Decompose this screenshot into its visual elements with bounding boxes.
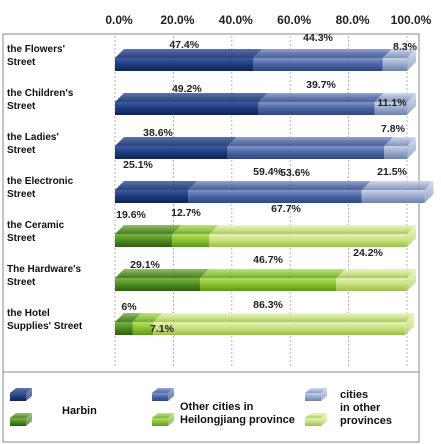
bar-segment-6-2 [153,313,415,335]
bar-segment-5-1 [199,269,346,291]
bar-segment-1-2 [374,93,416,115]
value-label: 25.1% [123,159,153,171]
bar-segment-3-0 [115,181,198,203]
value-label: 67.7% [271,203,301,215]
bar-segment-1-0 [115,93,268,115]
legend-label: Heilongjiang province [180,414,295,426]
bar-segment-0-1 [253,49,392,71]
bar-segment-0-2 [382,49,416,71]
value-label: 7.8% [381,123,406,135]
value-label: 12.7% [171,207,201,219]
legend-label: provinces [340,415,392,427]
legend-swatch [305,413,327,426]
category-label: Street [7,101,36,112]
bar-segment-4-1 [172,225,219,247]
x-tick-label: 20.0% [160,13,194,27]
bar-segment-6-1 [132,313,163,335]
bar-segment-2-2 [384,137,416,159]
value-label: 38.6% [143,127,173,139]
value-label: 29.1% [130,259,160,271]
value-label: 7.1% [150,323,175,335]
bar-segment-1-1 [258,93,384,115]
category-label: Street [7,57,36,68]
legend-swatch [10,413,32,426]
legend-label: cities [340,389,368,401]
value-label: 21.5% [377,166,407,178]
category-label: the Flowers' [7,44,65,55]
bar-segment-4-2 [209,225,416,247]
x-tick-label: 100.0% [391,13,432,27]
bar-segment-2-0 [115,137,237,159]
legend-swatch [152,388,174,401]
category-label: Street [7,145,36,156]
bar-segment-0-0 [115,49,263,71]
bar-segment-2-1 [227,137,394,159]
x-tick-label: 0.0% [105,13,133,27]
bar-segment-3-2 [361,181,434,203]
legend-label: in other [340,402,381,414]
bar-segment-6-0 [115,313,142,335]
value-label: 47.4% [169,39,199,51]
x-tick-label: 60.0% [277,13,311,27]
value-labels: 47.4% 44.3% 8.3% 49.2% 39.7% 11.1% 38.6% 53.6% 7… [116,32,418,335]
bar-segment-5-2 [336,269,416,291]
value-label: 46.7% [253,254,283,266]
value-label: 53.6% [280,167,310,179]
legend-swatch [10,388,32,401]
category-label: the Children's [7,88,74,99]
x-tick-label: 40.0% [219,13,253,27]
value-label: 39.7% [306,79,336,91]
value-label: 8.3% [393,41,418,53]
value-label: 19.6% [116,209,146,221]
x-axis-ticks: 0.0% 20.0% 40.0% 60.0% 80.0% 100.0% [105,13,431,27]
bar-segments [115,49,434,335]
bar-segment-5-0 [115,269,209,291]
category-label: the Hotel [7,308,50,319]
value-label: 24.2% [353,247,383,259]
value-label: 49.2% [172,83,202,95]
bar-segment-3-1 [188,181,371,203]
category-label: the Ladies' [7,132,59,143]
legend-swatch [152,413,174,426]
value-label: 59.4% [253,166,283,178]
category-labels: the Flowers' Street the Children's Street t… [7,44,83,332]
category-label: the Ceramic [7,220,65,231]
value-label: 44.3% [303,32,333,44]
legend-label: Other cities in [180,401,254,413]
category-label: The Hardware's [7,264,82,275]
x-tick-label: 80.0% [336,13,370,27]
value-label: 6% [121,301,137,313]
category-label: the Electronic [7,176,74,187]
legend-swatch [305,388,327,401]
value-label: 11.1% [377,97,407,109]
bar-segment-4-0 [115,225,182,247]
legend-label: Harbin [62,405,97,417]
category-label: Street [7,233,36,244]
category-label: Street [7,189,36,200]
category-label: Street [7,277,36,288]
legend-frame [2,371,420,443]
value-label: 86.3% [253,299,283,311]
category-label: Supplies' Street [7,321,83,332]
